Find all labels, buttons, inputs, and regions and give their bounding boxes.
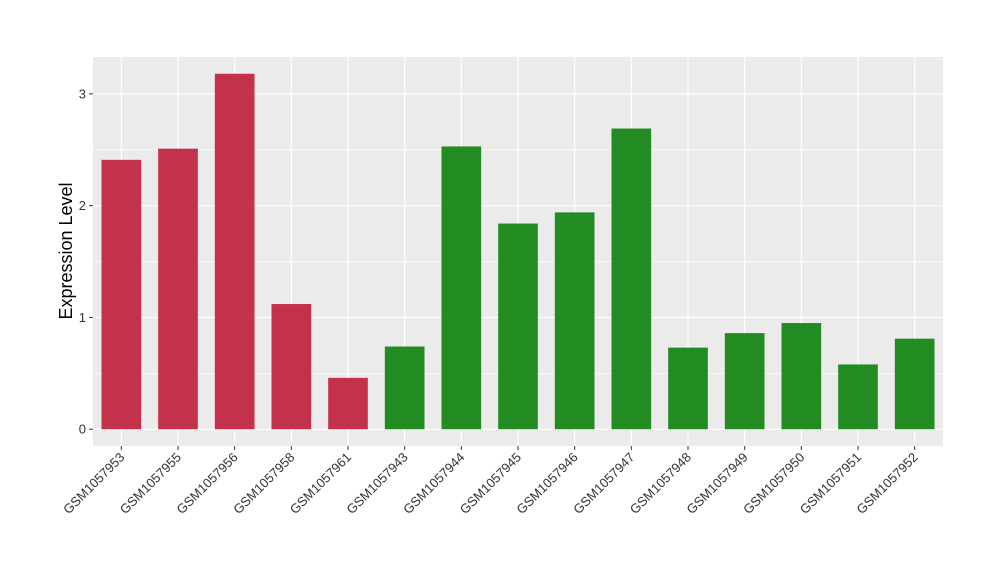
bars [101, 73, 935, 430]
bar [101, 159, 142, 430]
bar [554, 212, 595, 430]
y-tick-label: 3 [79, 86, 86, 101]
bar [498, 223, 538, 430]
bar [441, 146, 482, 430]
bar [214, 73, 255, 430]
y-tick-label: 1 [79, 310, 86, 325]
bar [384, 346, 425, 430]
bar [668, 347, 708, 430]
bar [838, 364, 878, 430]
y-tick-label: 0 [79, 422, 86, 437]
bar [611, 128, 652, 430]
y-axis-title: Expression Level [56, 182, 76, 319]
bar [781, 323, 822, 430]
y-axis: 0 1 2 3 [79, 86, 93, 437]
bar [894, 338, 935, 430]
bar [271, 304, 312, 430]
x-axis: GSM1057953GSM1057955GSM1057956GSM1057958… [60, 446, 921, 517]
bar [328, 377, 368, 430]
bar [158, 148, 198, 430]
y-tick-label: 2 [79, 198, 86, 213]
bar [724, 333, 765, 430]
